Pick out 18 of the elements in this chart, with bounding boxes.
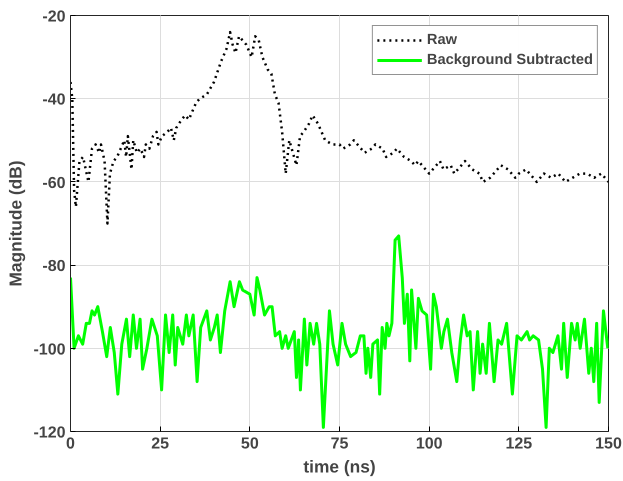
legend-label: Background Subtracted	[426, 52, 593, 68]
x-tick-label: 0	[66, 436, 76, 452]
x-tick-label: 50	[240, 436, 259, 452]
y-tick-label: -40	[42, 92, 66, 109]
line-series	[70, 234, 608, 429]
y-tick-label: -20	[42, 8, 66, 26]
x-tick-label: 25	[151, 436, 170, 452]
y-tick-label: -100	[33, 341, 66, 358]
x-axis-title: time (ns)	[303, 456, 376, 476]
x-tick-label: 125	[505, 436, 532, 452]
x-tick-label: 150	[595, 436, 622, 452]
legend-label: Raw	[426, 32, 457, 48]
y-tick-label: -60	[42, 174, 66, 192]
x-tick-label: 75	[330, 436, 348, 452]
x-tick-label: 100	[416, 436, 443, 452]
y-tick-label: -80	[42, 258, 66, 276]
y-axis-title: Magnitude (dB)	[5, 160, 26, 287]
y-tick-label: -120	[33, 424, 66, 442]
